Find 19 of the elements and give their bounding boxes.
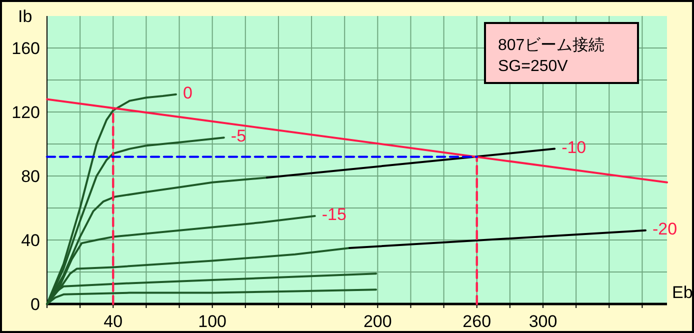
series-label: -15 xyxy=(322,205,346,224)
y-tick-label: 0 xyxy=(30,295,40,314)
y-tick-label: 160 xyxy=(12,39,40,58)
series-label: -20 xyxy=(652,219,678,238)
x-axis-title: Eb xyxy=(672,283,693,302)
y-tick-label: 80 xyxy=(21,167,40,186)
annotation: SG=250V xyxy=(498,58,568,75)
x-tick-label: 300 xyxy=(528,312,558,331)
y-tick-label: 120 xyxy=(12,103,40,122)
x-tick-label: 260 xyxy=(462,312,492,331)
y-tick-label: 40 xyxy=(21,231,40,250)
series-label: -10 xyxy=(562,138,586,157)
x-tick-label: 40 xyxy=(104,312,123,331)
x-tick-label: 200 xyxy=(363,312,392,331)
series-label: -5 xyxy=(230,126,246,146)
y-axis-title: Ib xyxy=(18,7,32,26)
x-tick-label: 100 xyxy=(198,312,227,331)
series-label: 0 xyxy=(182,83,192,102)
annotation: 807ビーム接続 xyxy=(498,36,605,54)
